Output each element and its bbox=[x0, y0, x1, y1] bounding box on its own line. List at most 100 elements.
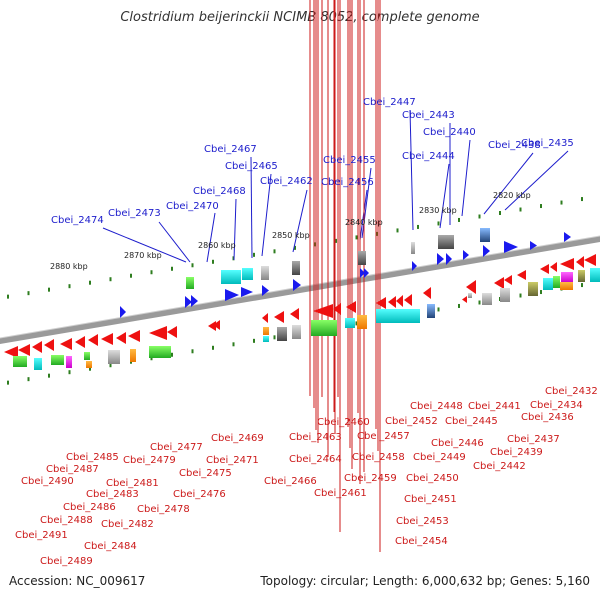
forward-gene-arrow bbox=[293, 279, 301, 291]
gene-label-reverse: Cbei_2460 bbox=[317, 417, 370, 428]
gene-feature-block bbox=[51, 355, 64, 365]
leader-line bbox=[102, 227, 187, 263]
gene-label-reverse: Cbei_2448 bbox=[410, 401, 463, 412]
gene-label-reverse: Cbei_2458 bbox=[352, 452, 405, 463]
gene-feature-block bbox=[84, 352, 90, 360]
gene-label-reverse: Cbei_2471 bbox=[206, 455, 259, 466]
reverse-gene-arrow bbox=[88, 334, 98, 346]
leader-line bbox=[461, 139, 471, 217]
gene-feature-block bbox=[560, 282, 573, 290]
leader-line bbox=[439, 163, 450, 229]
gene-label-reverse: Cbei_2486 bbox=[63, 502, 116, 513]
reverse-gene-arrow bbox=[44, 339, 54, 351]
reverse-gene-arrow bbox=[466, 280, 476, 294]
gene-label-reverse: Cbei_2464 bbox=[289, 454, 342, 465]
gene-label-reverse: Cbei_2434 bbox=[530, 400, 583, 411]
forward-gene-arrow bbox=[262, 285, 269, 296]
leader-line bbox=[250, 156, 253, 259]
gene-feature-block bbox=[500, 288, 510, 302]
gene-label-reverse: Cbei_2485 bbox=[66, 452, 119, 463]
gene-label-reverse: Cbei_2437 bbox=[507, 434, 560, 445]
gene-label-reverse: Cbei_2487 bbox=[46, 464, 99, 475]
reverse-gene-arrow bbox=[396, 295, 403, 307]
gene-label-forward: Cbei_2468 bbox=[193, 186, 246, 197]
gene-label-forward: Cbei_2456 bbox=[321, 177, 374, 188]
forward-gene-arrow bbox=[446, 253, 452, 265]
kbp-label: 2820 kbp bbox=[493, 191, 531, 200]
gene-label-forward: Cbei_2474 bbox=[51, 215, 104, 226]
reverse-gene-arrow bbox=[290, 308, 299, 320]
forward-gene-arrow bbox=[483, 245, 490, 257]
gene-feature-block bbox=[411, 242, 415, 254]
gene-feature-block bbox=[149, 346, 171, 358]
kbp-label: 2840 kbp bbox=[345, 218, 383, 227]
gene-feature-block bbox=[263, 327, 269, 335]
gene-label-reverse: Cbei_2452 bbox=[385, 416, 438, 427]
gene-label-forward: Cbei_2440 bbox=[423, 127, 476, 138]
reverse-gene-arrow bbox=[404, 294, 412, 306]
gene-feature-block bbox=[480, 228, 490, 242]
genome-backbone bbox=[0, 235, 600, 344]
gene-label-reverse: Cbei_2457 bbox=[357, 431, 410, 442]
reverse-gene-arrow bbox=[462, 296, 467, 303]
leader-line bbox=[504, 150, 569, 211]
gene-label-reverse: Cbei_2469 bbox=[211, 433, 264, 444]
gene-feature-block bbox=[590, 268, 600, 282]
gene-label-forward: Cbei_2444 bbox=[402, 151, 455, 162]
reverse-gene-arrow bbox=[560, 258, 574, 270]
gene-label-reverse: Cbei_2475 bbox=[179, 468, 232, 479]
gene-feature-block bbox=[292, 261, 300, 275]
gene-label-forward: Cbei_2435 bbox=[521, 138, 574, 149]
gene-feature-block bbox=[468, 293, 472, 298]
reverse-gene-arrow bbox=[128, 330, 140, 342]
forward-gene-arrow bbox=[437, 253, 444, 265]
reverse-gene-arrow bbox=[149, 326, 167, 340]
gene-label-forward: Cbei_2447 bbox=[363, 97, 416, 108]
gene-label-forward: Cbei_2443 bbox=[402, 110, 455, 121]
gene-feature-block bbox=[543, 278, 553, 290]
backbone-highlight bbox=[0, 235, 600, 339]
reverse-gene-arrow bbox=[346, 301, 356, 313]
gene-label-reverse: Cbei_2479 bbox=[123, 455, 176, 466]
gene-label-reverse: Cbei_2446 bbox=[431, 438, 484, 449]
gene-feature-block bbox=[578, 270, 585, 282]
gene-feature-block bbox=[482, 293, 492, 305]
gene-label-reverse: Cbei_2454 bbox=[395, 536, 448, 547]
gene-label-reverse: Cbei_2439 bbox=[490, 447, 543, 458]
gene-label-reverse: Cbei_2488 bbox=[40, 515, 93, 526]
gene-feature-block bbox=[311, 320, 337, 336]
gene-label-reverse: Cbei_2484 bbox=[84, 541, 137, 552]
reverse-gene-arrow bbox=[504, 275, 512, 285]
reverse-gene-arrow bbox=[208, 321, 216, 331]
kbp-label: 2880 kbp bbox=[50, 262, 88, 271]
reverse-gene-arrow bbox=[540, 264, 549, 274]
forward-gene-arrow bbox=[185, 296, 192, 308]
forward-gene-arrow bbox=[120, 306, 126, 318]
gene-label-reverse: Cbei_2481 bbox=[106, 478, 159, 489]
gene-feature-block bbox=[263, 336, 269, 342]
gene-feature-block bbox=[561, 272, 573, 282]
gene-feature-block bbox=[13, 356, 27, 367]
forward-gene-arrow bbox=[241, 287, 253, 297]
label-leader-lines bbox=[102, 0, 569, 552]
gene-feature-block bbox=[86, 361, 92, 368]
leader-line bbox=[483, 152, 534, 215]
reverse-gene-arrow bbox=[101, 333, 113, 345]
gene-label-reverse: Cbei_2441 bbox=[468, 401, 521, 412]
forward-gene-arrow bbox=[360, 268, 365, 278]
gene-label-forward: Cbei_2465 bbox=[225, 161, 278, 172]
gene-label-reverse: Cbei_2463 bbox=[289, 432, 342, 443]
leader-line bbox=[158, 221, 191, 263]
kbp-label: 2860 kbp bbox=[198, 241, 236, 250]
kbp-label: 2870 kbp bbox=[124, 251, 162, 260]
reverse-gene-arrow bbox=[167, 326, 177, 338]
gene-features bbox=[4, 228, 600, 370]
gene-label-reverse: Cbei_2449 bbox=[413, 452, 466, 463]
gene-label-reverse: Cbei_2491 bbox=[15, 530, 68, 541]
gene-label-forward: Cbei_2473 bbox=[108, 208, 161, 219]
kbp-scale-labels: 2880 kbp 2870 kbp 2860 kbp 2850 kbp 2840 kbp… bbox=[50, 191, 531, 271]
gene-feature-block bbox=[34, 358, 42, 370]
forward-gene-arrow bbox=[191, 295, 198, 307]
gene-label-reverse: Cbei_2451 bbox=[404, 494, 457, 505]
